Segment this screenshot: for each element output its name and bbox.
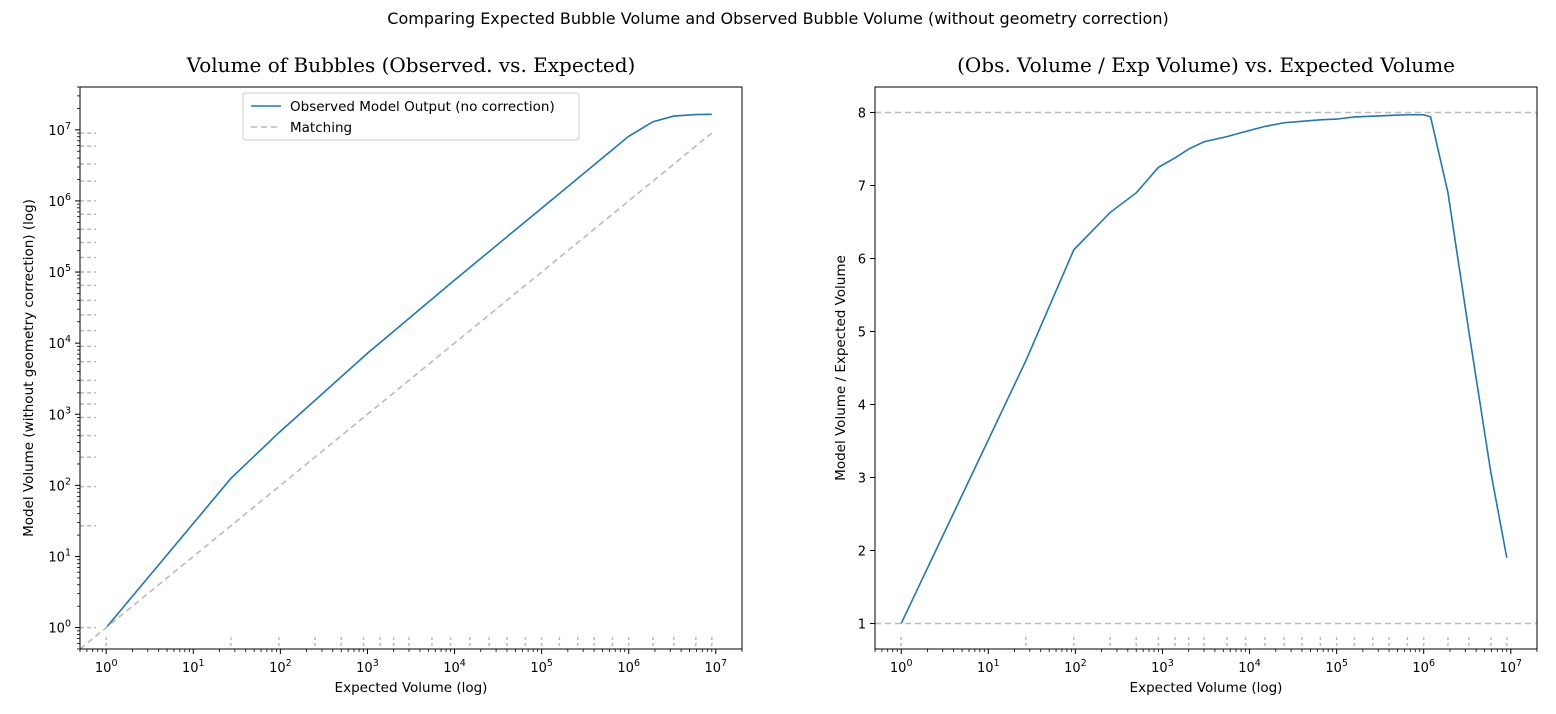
y-tick-label: 107 <box>48 121 71 139</box>
y-tick-label: 6 <box>858 253 866 268</box>
x-tick-label: 101 <box>182 658 205 676</box>
x-tick-label: 100 <box>890 658 913 676</box>
chart-title: (Obs. Volume / Exp Volume) vs. Expected … <box>957 53 1455 77</box>
y-tick-label: 4 <box>858 398 866 413</box>
figure-suptitle: Comparing Expected Bubble Volume and Obs… <box>387 9 1169 28</box>
x-tick-label: 106 <box>617 658 640 676</box>
y-tick-label: 104 <box>48 334 71 352</box>
y-tick-label: 106 <box>48 192 71 210</box>
plot-area-1 <box>80 113 713 649</box>
y-tick-label: 8 <box>858 107 866 122</box>
x-tick-label: 105 <box>530 658 553 676</box>
x-tick-label: 107 <box>1499 658 1522 676</box>
x-tick-label: 103 <box>1151 658 1174 676</box>
x-tick-label: 107 <box>704 658 727 676</box>
y-tick-label: 2 <box>858 544 866 559</box>
y-tick-label: 3 <box>858 471 866 486</box>
axes-frame <box>79 86 743 650</box>
y-tick-label: 7 <box>858 180 866 195</box>
y-axis-label: Model Volume / Expected Volume <box>833 255 849 481</box>
left-chart: 100 101 102 103 104 105 106 107 100 101 102 103 104 1… <box>21 53 743 696</box>
y-tick-label: 101 <box>48 547 71 565</box>
matching-line <box>80 132 713 649</box>
x-tick-label: 106 <box>1412 658 1435 676</box>
x-tick-label: 105 <box>1325 658 1348 676</box>
x-tick-label: 102 <box>269 658 292 676</box>
axes-frame <box>874 86 1538 650</box>
legend-entry: Observed Model Output (no correction) <box>290 99 555 115</box>
y-tick-label: 1 <box>858 617 866 632</box>
legend-entry: Matching <box>290 120 352 136</box>
series-line <box>900 113 1508 624</box>
x-tick-label: 101 <box>977 658 1000 676</box>
x-tick-label: 102 <box>1064 658 1087 676</box>
x-axis-label: Expected Volume (log) <box>335 680 488 696</box>
x-axis-label: Expected Volume (log) <box>1130 680 1283 696</box>
y-tick-label: 105 <box>48 263 71 281</box>
chart-title: Volume of Bubbles (Observed. vs. Expecte… <box>186 53 636 77</box>
x-tick-label: 104 <box>443 658 466 676</box>
y-tick-label: 100 <box>48 619 71 637</box>
y-tick-label: 5 <box>858 326 866 341</box>
plot-area-2 <box>875 111 1537 649</box>
x-tick-label: 104 <box>1238 658 1261 676</box>
y-axis-label: Model Volume (without geometry correctio… <box>21 199 37 537</box>
x-tick-label: 100 <box>95 658 118 676</box>
y-tick-label: 102 <box>48 476 71 494</box>
y-tick-label: 103 <box>48 405 71 423</box>
x-tick-label: 103 <box>356 658 379 676</box>
legend: Observed Model Output (no correction) Mat… <box>242 92 580 141</box>
series-line <box>105 113 712 629</box>
legend-box <box>242 92 580 141</box>
right-chart: 100 101 102 103 104 105 106 107 1 2 3 4 5 6 7 8 (Obs. Vo… <box>833 53 1538 696</box>
